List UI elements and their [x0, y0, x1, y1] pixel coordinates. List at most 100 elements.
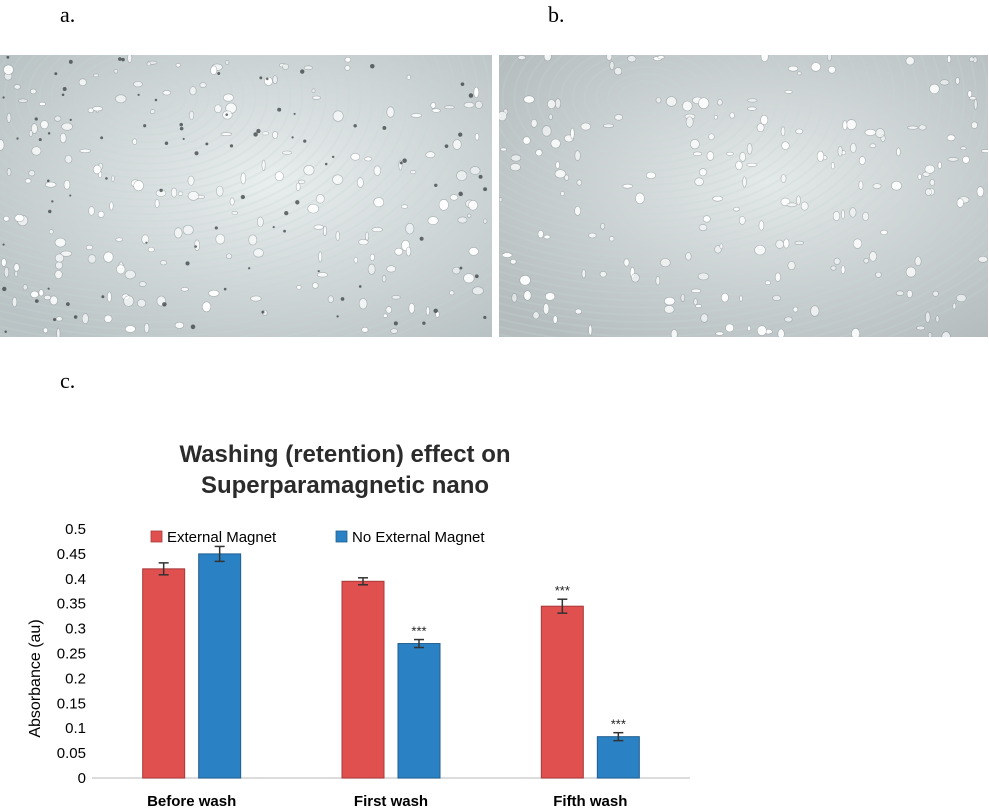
cell-particle [79, 148, 91, 154]
cell-particle [702, 215, 711, 223]
cell-particle [282, 150, 293, 155]
cell-particle [449, 194, 459, 201]
cell-particle [282, 63, 289, 70]
nanoparticle-dot [16, 137, 19, 140]
nanoparticle-dot [179, 122, 183, 127]
cell-particle [214, 104, 222, 114]
cell-particle [0, 139, 5, 151]
cell-particle [570, 127, 575, 140]
cell-particle [810, 62, 821, 72]
y-tick-label: 0.5 [65, 521, 86, 538]
nanoparticle-dot [358, 285, 362, 288]
cell-particle [614, 114, 623, 121]
cell-particle [517, 55, 526, 60]
nanoparticle-dot [483, 187, 488, 192]
cell-particle [14, 270, 19, 278]
cell-particle [463, 101, 475, 109]
cell-particle [977, 256, 988, 263]
cell-particle [59, 132, 67, 144]
cell-particle [367, 263, 376, 275]
cell-particle [880, 229, 888, 236]
nanoparticle-dot [68, 59, 73, 64]
cell-particle [665, 96, 677, 107]
cell-particle [257, 216, 264, 228]
cell-particle [174, 321, 185, 329]
cell-particle [670, 329, 678, 337]
nanoparticle-dot [194, 245, 198, 248]
cell-particle [929, 83, 940, 95]
cell-particle [980, 149, 988, 153]
cell-particle [382, 313, 388, 318]
nanoparticle-dot [69, 194, 72, 197]
cell-particle [775, 239, 785, 249]
nanoparticle-dot [277, 107, 282, 112]
cell-particle [1, 258, 7, 267]
nanoparticle-dot [266, 77, 269, 81]
cell-particle [849, 207, 857, 218]
cell-particle [581, 268, 586, 279]
cell-particle [794, 240, 805, 246]
cell-particle [474, 133, 480, 141]
cell-particle [97, 210, 105, 218]
cell-particle [956, 294, 967, 303]
x-category-label: Before wash [147, 793, 236, 810]
cell-particle [746, 143, 753, 155]
nanoparticle-dot [483, 315, 487, 320]
cell-particle [137, 299, 147, 308]
cell-particle [373, 165, 381, 176]
cell-particle [48, 229, 54, 235]
cell-particle [543, 302, 550, 315]
cell-particle [842, 120, 848, 131]
cell-particle [253, 248, 264, 258]
nanoparticle-dot [190, 324, 196, 330]
cell-particle [61, 122, 73, 131]
cell-particle [747, 98, 758, 103]
cell-particle [194, 239, 200, 252]
cell-particle [307, 203, 319, 214]
cell-particle [657, 55, 665, 60]
cell-particle [810, 305, 820, 317]
cell-particle [976, 186, 984, 197]
cell-particle [109, 201, 114, 211]
cell-particle [784, 316, 793, 323]
cell-particle [394, 247, 403, 256]
cell-particle [715, 331, 725, 336]
nanoparticle-dot [422, 321, 426, 325]
nanoparticle-dot [62, 87, 67, 91]
cell-particle [846, 119, 857, 130]
cell-particle [937, 161, 942, 170]
nanoparticle-dot [317, 270, 320, 273]
cell-particle [45, 181, 57, 188]
nanoparticle-dot [179, 126, 184, 131]
cell-particle [787, 261, 796, 271]
cell-particle [499, 197, 503, 203]
nanoparticle-dot [419, 236, 424, 241]
cell-particle [682, 100, 693, 112]
cell-particle [721, 292, 729, 303]
nanoparticle-dot [248, 267, 251, 270]
cell-particle [216, 185, 224, 197]
x-category-label: First wash [354, 793, 428, 810]
y-tick-label: 0.3 [65, 621, 86, 638]
cell-particle [40, 120, 49, 130]
cell-particle [390, 328, 398, 334]
cell-particle [837, 146, 843, 157]
cell-particle [828, 65, 836, 74]
cell-particle [386, 265, 397, 273]
nanoparticle-dot [69, 118, 72, 122]
cell-particle [85, 244, 93, 250]
cell-particle [925, 311, 931, 323]
cell-particle [523, 290, 532, 301]
cell-particle [154, 199, 160, 209]
cell-particle [111, 175, 115, 182]
cell-particle [405, 246, 412, 257]
legend-label: External Magnet [167, 529, 277, 546]
cell-particle [946, 134, 956, 142]
cell-particle [635, 192, 645, 205]
cell-particle [54, 237, 67, 248]
y-axis-title: Absorbance (au) [27, 619, 44, 737]
cell-particle [463, 273, 475, 284]
chart-title-line: Washing (retention) effect on [179, 441, 510, 468]
cell-particle [313, 224, 324, 230]
cell-particle [645, 171, 656, 179]
